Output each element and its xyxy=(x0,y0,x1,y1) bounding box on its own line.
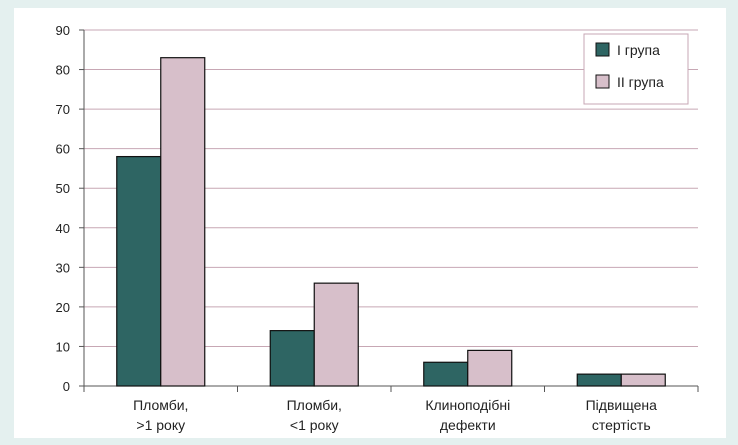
bar-s2-c2 xyxy=(313,282,359,387)
legend-label-1: I група xyxy=(617,42,660,58)
bars xyxy=(116,57,666,387)
legend-label-2: II група xyxy=(617,74,664,90)
x-tick-label-1: Пломби, >1 року xyxy=(133,397,188,433)
legend: I група II група xyxy=(583,33,689,105)
y-tick-label-0: 0 xyxy=(63,379,70,394)
x-tick-label-4: Підвищена стертість xyxy=(586,397,657,433)
legend-swatch-2 xyxy=(595,74,610,89)
x-tick-label-2: Пломби, <1 року xyxy=(287,397,342,433)
legend-swatch-1 xyxy=(595,42,610,57)
bar-s1-c1 xyxy=(116,155,162,387)
bar-s2-c3 xyxy=(467,349,513,387)
y-tick-label-20: 20 xyxy=(56,300,70,315)
x-tick-label-3: Клиноподібні дефекти xyxy=(425,397,510,433)
bar-s2-c4 xyxy=(620,373,666,387)
bar-s2-c1 xyxy=(160,57,206,387)
bar-s1-c3 xyxy=(423,361,469,387)
y-tick-label-60: 60 xyxy=(56,142,70,157)
y-tick-label-90: 90 xyxy=(56,23,70,38)
y-tick-label-50: 50 xyxy=(56,181,70,196)
y-tick-labels: 0 10 20 30 40 50 60 70 80 90 xyxy=(56,23,84,394)
bar-s1-c4 xyxy=(576,373,622,387)
y-tick-label-30: 30 xyxy=(56,260,70,275)
y-tick-label-10: 10 xyxy=(56,339,70,354)
bar-s1-c2 xyxy=(269,330,315,387)
y-tick-label-40: 40 xyxy=(56,221,70,236)
y-tick-label-80: 80 xyxy=(56,63,70,78)
y-tick-label-70: 70 xyxy=(56,102,70,117)
